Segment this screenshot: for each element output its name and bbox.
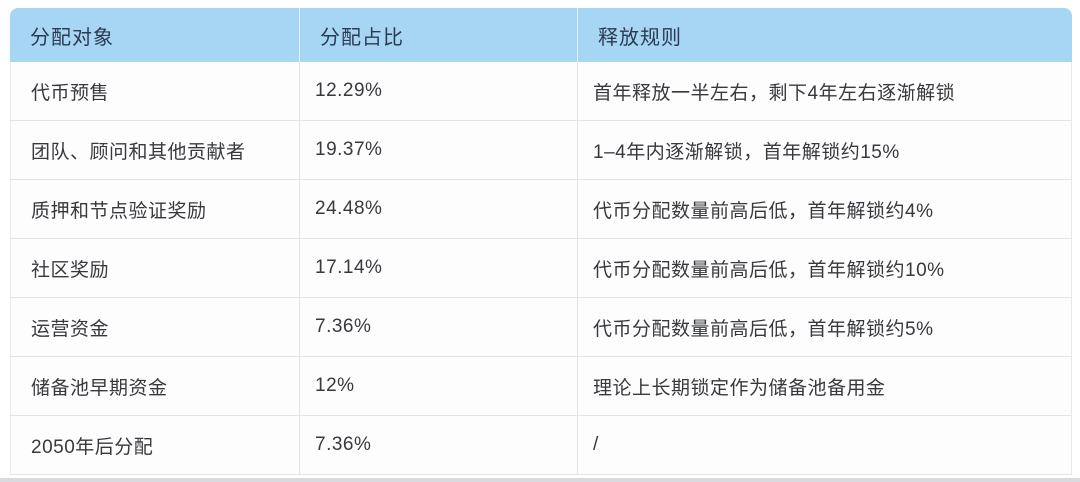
cell-rule: 首年释放一半左右，剩下4年左右逐渐解锁 <box>578 62 1072 121</box>
cell-rule: 代币分配数量前高后低，首年解锁约10% <box>578 239 1072 298</box>
cell-target: 质押和节点验证奖励 <box>10 180 300 239</box>
cell-ratio: 12% <box>300 357 578 416</box>
header-cell-rule: 释放规则 <box>578 8 1072 62</box>
cell-rule: 理论上长期锁定作为储备池备用金 <box>578 357 1072 416</box>
cell-ratio: 24.48% <box>300 180 578 239</box>
cell-ratio: 7.36% <box>300 298 578 357</box>
cell-rule: 代币分配数量前高后低，首年解锁约5% <box>578 298 1072 357</box>
cell-ratio: 17.14% <box>300 239 578 298</box>
cell-target: 2050年后分配 <box>10 416 300 475</box>
cell-ratio: 19.37% <box>300 121 578 180</box>
header-cell-ratio: 分配占比 <box>300 8 578 62</box>
cell-ratio: 7.36% <box>300 416 578 475</box>
table-row: 2050年后分配 7.36% / <box>10 416 1072 475</box>
table-row: 代币预售 12.29% 首年释放一半左右，剩下4年左右逐渐解锁 <box>10 62 1072 121</box>
table-row: 社区奖励 17.14% 代币分配数量前高后低，首年解锁约10% <box>10 239 1072 298</box>
header-row: 分配对象 分配占比 释放规则 <box>10 8 1072 62</box>
cell-target: 社区奖励 <box>10 239 300 298</box>
table-row: 储备池早期资金 12% 理论上长期锁定作为储备池备用金 <box>10 357 1072 416</box>
bottom-edge-divider <box>0 478 1080 482</box>
table-row: 运营资金 7.36% 代币分配数量前高后低，首年解锁约5% <box>10 298 1072 357</box>
token-allocation-table: 分配对象 分配占比 释放规则 代币预售 12.29% 首年释放一半左右，剩下4年… <box>10 8 1072 475</box>
cell-target: 代币预售 <box>10 62 300 121</box>
header-cell-target: 分配对象 <box>10 8 300 62</box>
cell-target: 储备池早期资金 <box>10 357 300 416</box>
cell-target: 团队、顾问和其他贡献者 <box>10 121 300 180</box>
table-row: 团队、顾问和其他贡献者 19.37% 1–4年内逐渐解锁，首年解锁约15% <box>10 121 1072 180</box>
table-row: 质押和节点验证奖励 24.48% 代币分配数量前高后低，首年解锁约4% <box>10 180 1072 239</box>
cell-target: 运营资金 <box>10 298 300 357</box>
cell-rule: 代币分配数量前高后低，首年解锁约4% <box>578 180 1072 239</box>
cell-ratio: 12.29% <box>300 62 578 121</box>
cell-rule: / <box>578 416 1072 475</box>
cell-rule: 1–4年内逐渐解锁，首年解锁约15% <box>578 121 1072 180</box>
